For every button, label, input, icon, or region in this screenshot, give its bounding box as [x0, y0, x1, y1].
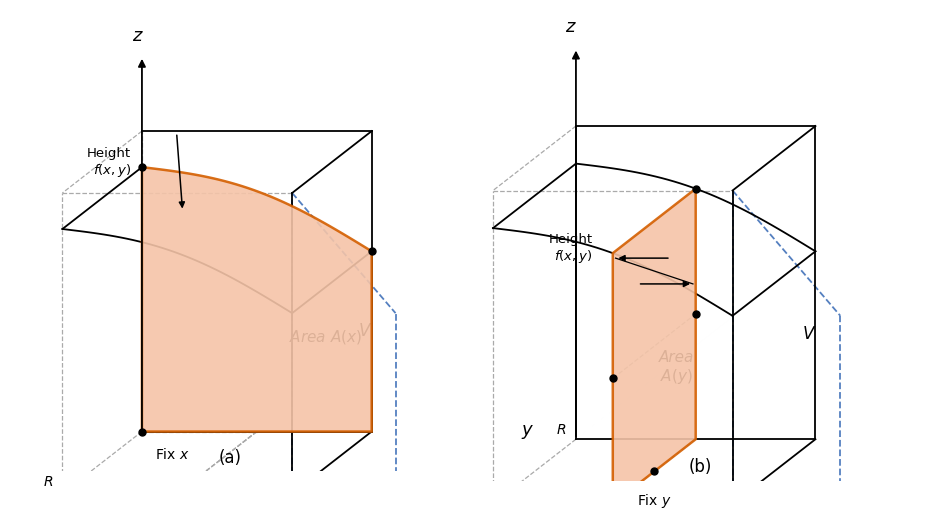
Text: (a): (a): [219, 449, 242, 467]
Text: (b): (b): [689, 458, 712, 476]
Text: $V$: $V$: [802, 325, 816, 343]
Text: Area $A(x)$: Area $A(x)$: [290, 328, 362, 346]
Text: Fix $y$: Fix $y$: [636, 492, 672, 510]
Polygon shape: [142, 167, 371, 431]
Text: $z$: $z$: [132, 27, 144, 45]
Text: $R$: $R$: [556, 423, 567, 437]
Text: $z$: $z$: [566, 18, 577, 36]
Text: Height
$f(x, y)$: Height $f(x, y)$: [86, 147, 131, 179]
Text: $R$: $R$: [43, 475, 54, 489]
Text: $y$: $y$: [521, 423, 534, 440]
Text: Fix $x$: Fix $x$: [155, 447, 190, 462]
Text: Height
$f(x, y)$: Height $f(x, y)$: [548, 233, 592, 265]
Text: $V$: $V$: [358, 322, 372, 340]
Text: Area
$A(y)$: Area $A(y)$: [659, 350, 695, 386]
Polygon shape: [613, 189, 696, 504]
